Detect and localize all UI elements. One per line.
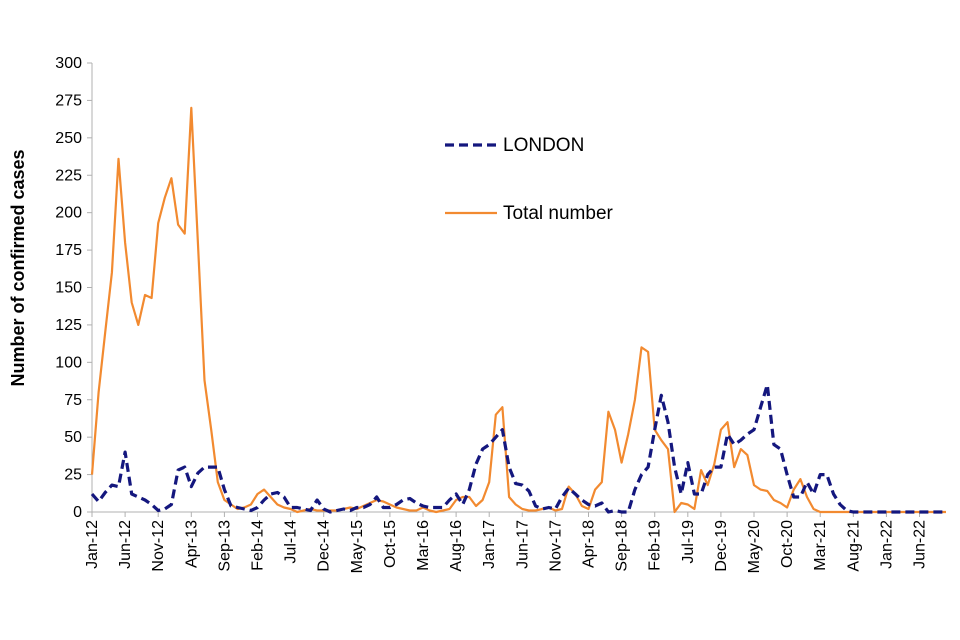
x-tick-label: May-20: [746, 520, 763, 573]
x-tick-label: Jun-22: [912, 520, 929, 569]
x-tick-label: Aug-16: [448, 520, 465, 572]
x-tick-label: Jan-12: [84, 520, 101, 569]
y-tick-label: 275: [55, 92, 82, 109]
series-line-london: [90, 383, 946, 514]
y-axis-title: Number of confirmed cases: [8, 149, 28, 386]
y-tick-label: 50: [64, 429, 82, 446]
y-tick-labels: 0 25 50 75 100 125 150 175 200 225 250 275 300: [55, 55, 82, 521]
x-tick-label: Sep-13: [216, 520, 233, 572]
x-tick-label: Jun-17: [514, 520, 531, 569]
x-tick-marks: [91, 512, 921, 517]
x-tick-label: Feb-19: [647, 520, 664, 571]
y-tick-label: 25: [64, 467, 82, 484]
series-line-total-number: [90, 106, 946, 514]
x-tick-label: Dec-19: [713, 520, 730, 572]
x-tick-label: Nov-12: [150, 520, 167, 572]
x-tick-label: Jul-19: [680, 520, 697, 564]
x-tick-labels: Jan-12 Jun-12 Nov-12 Apr-13 Sep-13 Feb-14 Jul-…: [84, 520, 929, 573]
x-tick-label: Sep-18: [614, 520, 631, 572]
x-tick-label: Nov-17: [547, 520, 564, 572]
y-tick-label: 75: [64, 392, 82, 409]
y-tick-label: 100: [55, 354, 82, 371]
y-tick-label: 200: [55, 205, 82, 222]
x-tick-label: Apr-13: [183, 520, 200, 568]
y-tick-label: 175: [55, 242, 82, 259]
x-tick-label: Jun-12: [117, 520, 134, 569]
x-tick-label: Jan-17: [481, 520, 498, 569]
x-tick-label: Mar-21: [812, 520, 829, 571]
x-tick-label: Jul-14: [283, 520, 300, 564]
x-tick-label: Oct-20: [779, 520, 796, 568]
x-tick-label: Jan-22: [878, 520, 895, 569]
x-tick-label: Apr-18: [581, 520, 598, 568]
y-tick-label: 250: [55, 130, 82, 147]
y-tick-label: 225: [55, 167, 82, 184]
x-tick-label: Dec-14: [316, 520, 333, 572]
y-tick-label: 125: [55, 317, 82, 334]
legend: LONDON Total number: [445, 135, 614, 224]
y-tick-label: 150: [55, 280, 82, 297]
x-tick-label: Aug-21: [845, 520, 862, 572]
legend-label-london: LONDON: [503, 135, 584, 156]
x-tick-label: May-15: [349, 520, 366, 573]
y-tick-label: 0: [73, 504, 82, 521]
legend-label-total-number: Total number: [503, 203, 614, 224]
x-tick-label: Oct-15: [382, 520, 399, 568]
x-tick-label: Feb-14: [250, 520, 267, 571]
y-tick-label: 300: [55, 55, 82, 72]
y-tick-marks: [87, 62, 92, 513]
x-tick-label: Mar-16: [415, 520, 432, 571]
